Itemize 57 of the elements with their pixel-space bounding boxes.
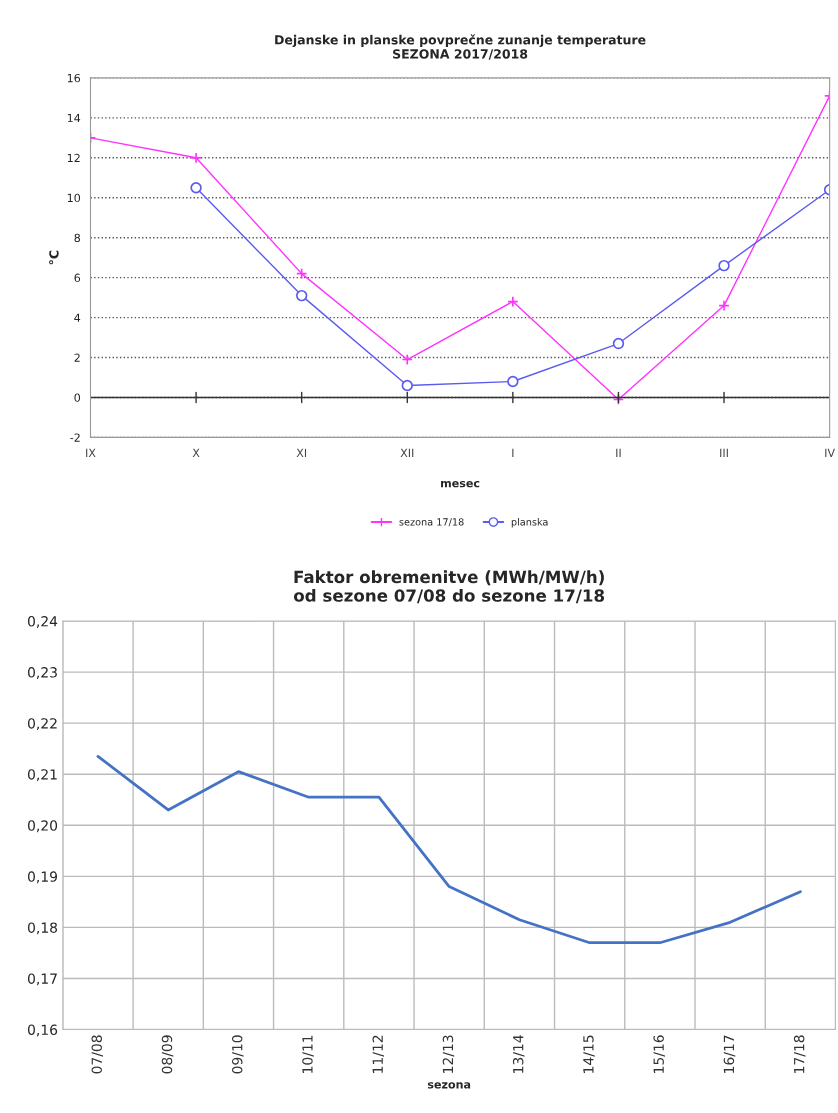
y-tick-label: -2 [70,433,80,442]
x-tick-label: II [616,448,621,457]
chart-title: Faktor obremenitve (MWh/MW/h) od sezone 07/08 do sezone 17/18 [293,570,605,604]
y-tick-label: 14 [67,113,81,123]
x-tick-label: 17/18 [793,1035,806,1073]
y-tick-label: 12 [67,153,80,163]
y-tick-label: 0,22 [27,718,57,731]
point [295,289,308,302]
x-tick-label: 15/16 [653,1035,666,1073]
point [718,259,730,272]
point [718,299,730,312]
x-tick-label: 12/13 [442,1035,455,1073]
y-tick-label: 10 [67,193,81,203]
line-series [96,754,802,945]
x-tick-label: X [192,448,200,457]
x-axis-title: mesec [441,480,480,488]
y-tick-label: 0,23 [27,667,57,679]
point [612,337,625,350]
x-axis-title: sezona [427,1082,471,1089]
x-tick-label: 08/09 [161,1035,174,1074]
x-tick-label: I [512,448,514,457]
y-axis-title: °C [49,250,59,265]
y-tick-label: 8 [74,233,81,243]
x-tick-label: IV [825,448,835,457]
point [190,152,202,164]
point [295,267,308,280]
x-tick-label: 10/11 [302,1035,314,1073]
legend-label: sezona 17/18 [399,518,464,527]
y-tick-label: 2 [74,353,80,362]
x-tick-label: 16/17 [723,1035,736,1073]
y-tick-label: 0,21 [27,769,57,782]
y-tick-label: 16 [67,73,81,83]
y-tick-label: 0,19 [27,871,58,884]
x-tick-label: 13/14 [512,1035,525,1073]
point [507,295,519,308]
legend-label: planska [511,518,548,528]
y-tick-label: 0,24 [27,616,58,628]
point [190,182,202,194]
point [401,353,413,366]
point [401,379,413,392]
x-tick-label: 14/15 [583,1035,595,1073]
y-tick-label: 0,18 [27,922,58,935]
chart-title: Dejanske in planske povprečne zunanje temperature SEZONA 2017/2018 [275,34,646,60]
x-tick-label: XII [400,448,414,457]
y-tick-label: 0,20 [27,820,58,833]
x-tick-label: XI [296,448,307,457]
x-tick-label: IX [86,448,96,457]
x-tick-label: 11/12 [372,1035,385,1073]
x-tick-label: III [720,448,728,457]
x-tick-label: 07/08 [91,1035,104,1074]
point [507,375,519,388]
y-tick-label: 6 [74,273,81,283]
y-tick-label: 0 [74,393,81,402]
y-tick-label: 0,17 [27,973,57,986]
y-tick-label: 4 [74,313,81,322]
y-tick-label: 0,16 [27,1024,58,1037]
x-tick-label: 09/10 [231,1035,244,1074]
